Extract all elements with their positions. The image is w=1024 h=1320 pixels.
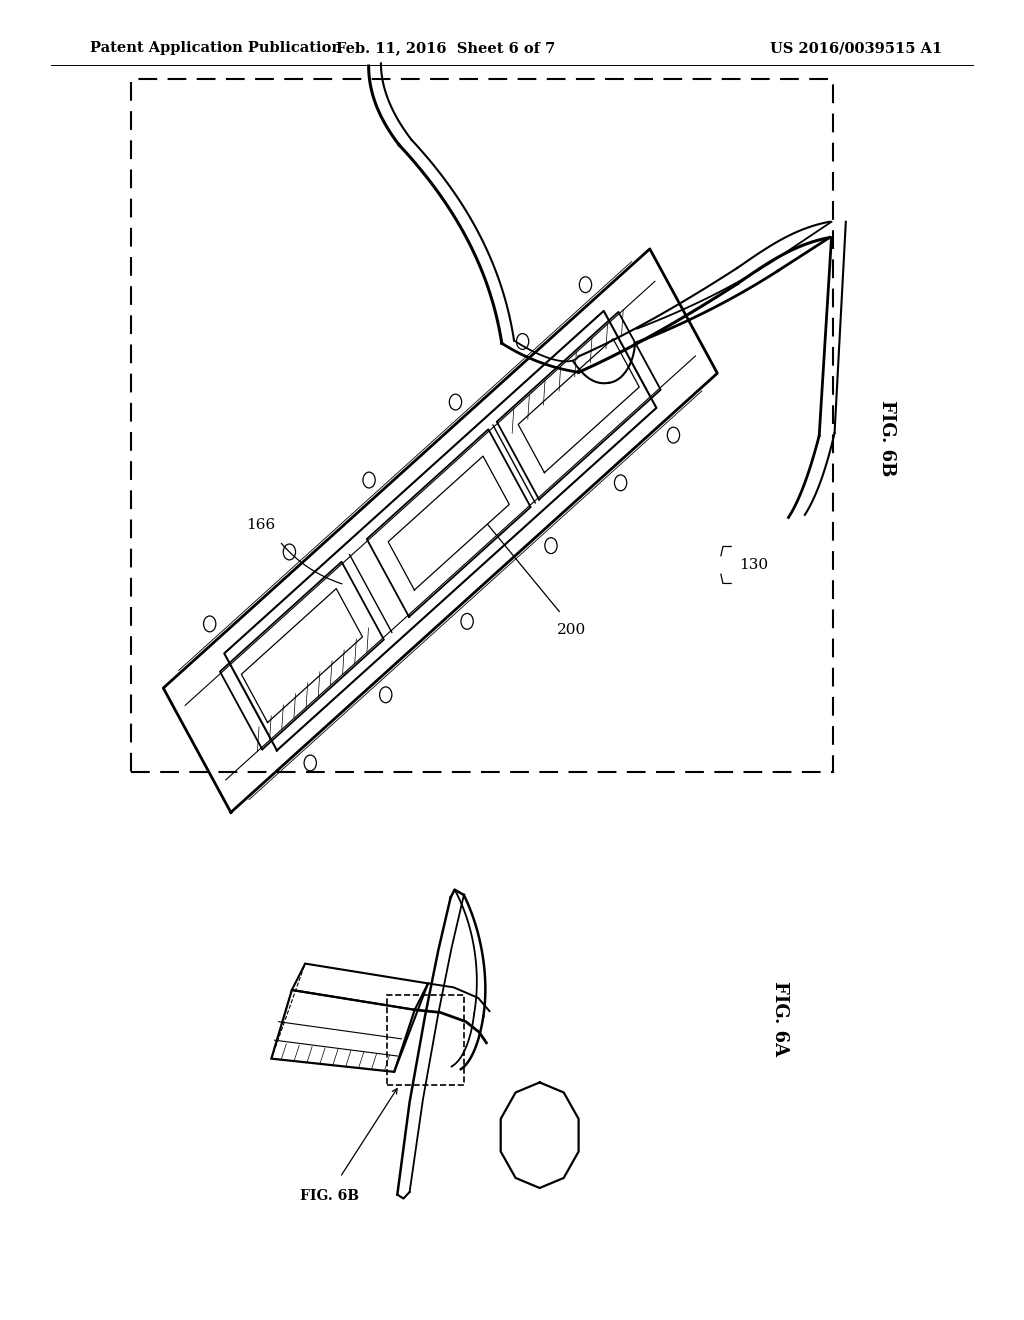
Text: Patent Application Publication: Patent Application Publication	[90, 41, 342, 55]
Text: FIG. 6B: FIG. 6B	[878, 400, 896, 477]
Text: Feb. 11, 2016  Sheet 6 of 7: Feb. 11, 2016 Sheet 6 of 7	[336, 41, 555, 55]
Text: 166: 166	[247, 519, 275, 532]
Bar	[387, 995, 464, 1085]
Text: 200: 200	[557, 623, 586, 636]
Text: FIG. 6A: FIG. 6A	[771, 982, 790, 1056]
Bar	[131, 79, 833, 772]
Text: US 2016/0039515 A1: US 2016/0039515 A1	[770, 41, 942, 55]
Text: 130: 130	[739, 558, 768, 572]
Text: FIG. 6B: FIG. 6B	[300, 1189, 359, 1203]
